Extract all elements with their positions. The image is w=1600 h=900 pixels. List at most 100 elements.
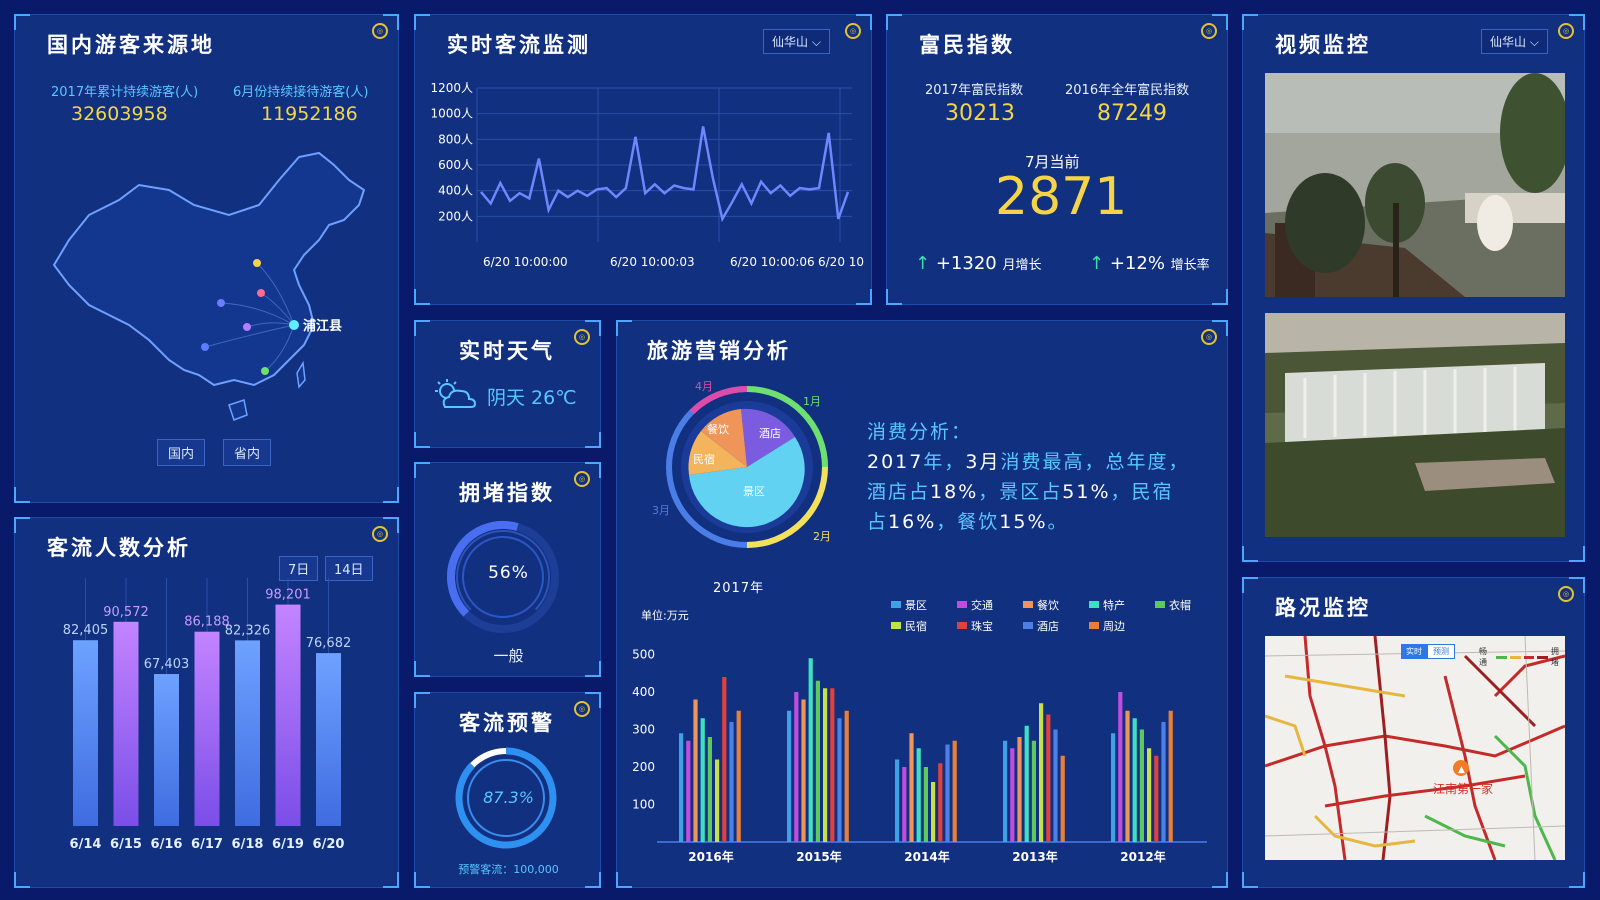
marketing-bar	[801, 699, 806, 842]
marketing-panel: 旅游营销分析 ◎ 餐饮 酒店 民宿 景区 4月 1月 3月 2月 2017年 消…	[616, 320, 1228, 888]
marketing-bar	[679, 733, 684, 842]
warning-gauge	[455, 747, 557, 849]
growth2-label: 增长率	[1170, 258, 1210, 273]
y-tick-label: 800人	[438, 132, 473, 146]
month-label-jan: 1月	[803, 395, 821, 408]
domestic-button[interactable]: 国内	[157, 439, 206, 466]
analysis-text: 3月	[965, 451, 1001, 473]
traffic-panel: 路况监控 ◎ ▲ 实时	[1242, 577, 1585, 888]
marketing-bar	[823, 688, 828, 842]
current-label: 7月当前	[1025, 153, 1080, 171]
marketing-bar	[909, 733, 914, 842]
legend-swatch	[891, 601, 901, 608]
panel-badge-icon: ◎	[1201, 329, 1217, 345]
legend-label: 特产	[1103, 598, 1125, 612]
pie-label-bnb: 民宿	[693, 452, 715, 466]
x-tick-label: 6/20 10:00:00	[483, 255, 568, 269]
tab-forecast[interactable]: 预测	[1427, 644, 1455, 659]
panel-badge-icon: ◎	[845, 23, 861, 39]
flow-value-label: 82,326	[225, 623, 271, 638]
marketing-bar	[923, 767, 928, 842]
marketing-bar	[830, 688, 835, 842]
flow-value-label: 98,201	[265, 588, 311, 603]
flow-value-label: 90,572	[103, 605, 149, 620]
marketing-bar	[729, 722, 734, 842]
marketing-bar	[952, 740, 957, 842]
marketing-bar	[837, 718, 842, 842]
marketing-bar	[916, 748, 921, 842]
marketing-bar	[1111, 733, 1116, 842]
cloudy-sun-icon	[435, 379, 477, 408]
flow-bar	[154, 674, 179, 826]
gauge-progress	[455, 747, 557, 849]
realtime-line-chart: 1200人 1000人 800人 600人 400人 200人 6/20 10:00:00 6…	[430, 81, 864, 269]
flow-x-label: 6/18	[232, 837, 264, 852]
marketing-bar	[1168, 710, 1173, 842]
rich-2016-label: 2016年全年富民指数	[1065, 83, 1190, 98]
7-day-button[interactable]: 7日	[279, 556, 319, 581]
analysis-text: ，民宿	[1110, 481, 1174, 503]
flow-bar	[235, 640, 260, 826]
visitor-flow-line	[480, 126, 850, 223]
weather-panel: 实时天气 ◎ 阴天 26℃	[414, 320, 601, 448]
legend-label: 周边	[1103, 620, 1125, 633]
video-feed-1[interactable]	[1265, 73, 1565, 297]
marketing-bar	[1118, 692, 1123, 842]
unit-label: 单位:万元	[641, 609, 689, 622]
rich-2017-value: 30213	[945, 101, 1015, 126]
growth1-label: 月增长	[1002, 258, 1042, 273]
analysis-text: 。	[1047, 511, 1069, 533]
flow-value-label: 67,403	[144, 657, 190, 672]
marketing-bar	[1139, 729, 1144, 842]
legend-swatch	[1023, 622, 1033, 629]
marketing-bar	[808, 658, 813, 842]
province-button[interactable]: 省内	[223, 439, 272, 466]
video-panel: 视频监控 ◎ 仙华山 ⌵	[1242, 14, 1585, 562]
city-label: 浦江县	[303, 319, 343, 334]
chevron-down-icon: ⌵	[811, 35, 821, 49]
gauge-progress	[447, 521, 519, 617]
legend-swatch	[957, 622, 967, 629]
analysis-text: 15%	[999, 511, 1048, 533]
flow-bar	[194, 631, 220, 826]
flow-x-label: 6/14	[70, 837, 102, 852]
origin-title: 国内游客来源地	[47, 33, 215, 57]
legend-label: 餐饮	[1037, 598, 1059, 612]
marketing-title: 旅游营销分析	[647, 339, 791, 363]
tab-realtime[interactable]: 实时	[1401, 644, 1427, 659]
video-feed-2[interactable]	[1265, 313, 1565, 537]
marketing-bar	[1053, 729, 1058, 842]
x-tick-label: 2015年	[796, 849, 841, 864]
realtime-location-dropdown[interactable]: 仙华山 ⌵	[763, 29, 830, 54]
month-label-mar: 3月	[652, 504, 670, 517]
flow-bar	[316, 653, 341, 826]
origin-panel: 国内游客来源地 ◎ 2017年累计持续游客(人) 32603958 6月份持续接…	[14, 14, 399, 503]
warning-title: 客流预警	[459, 711, 555, 735]
marketing-bar	[1132, 718, 1137, 842]
marketing-bar	[1046, 714, 1051, 842]
14-day-button[interactable]: 14日	[325, 556, 373, 581]
marketing-bar	[715, 759, 720, 842]
marketing-bar	[844, 710, 849, 842]
marketing-bar	[693, 699, 698, 842]
rich-panel: 富民指数 ◎ 2017年富民指数 30213 2016年全年富民指数 87249…	[886, 14, 1228, 305]
analysis-text: 16%	[888, 511, 937, 533]
traffic-map[interactable]: ▲ 实时 预测 畅通 拥堵 江南第一家	[1265, 636, 1565, 860]
marketing-bar	[1003, 740, 1008, 842]
up-arrow-icon: ↑	[1089, 253, 1105, 274]
marketing-bar	[722, 677, 727, 842]
flow-x-label: 6/19	[272, 837, 304, 852]
x-tick-label: 2012年	[1120, 849, 1165, 864]
weather-text: 阴天 26℃	[487, 387, 577, 409]
legend-swatch	[1023, 601, 1033, 608]
y-tick-label: 400	[632, 685, 655, 699]
flow-value-label: 76,682	[306, 636, 352, 651]
legend-label: 景区	[905, 599, 927, 612]
video-location-dropdown[interactable]: 仙华山 ⌵	[1481, 29, 1548, 54]
growth2-value: +12%	[1109, 253, 1165, 274]
month-label-feb: 2月	[813, 530, 831, 543]
analysis-text: 占	[867, 511, 889, 533]
marketing-bar	[707, 737, 712, 842]
pie-label-hotel: 酒店	[759, 426, 781, 440]
marketing-bar	[1060, 755, 1065, 842]
